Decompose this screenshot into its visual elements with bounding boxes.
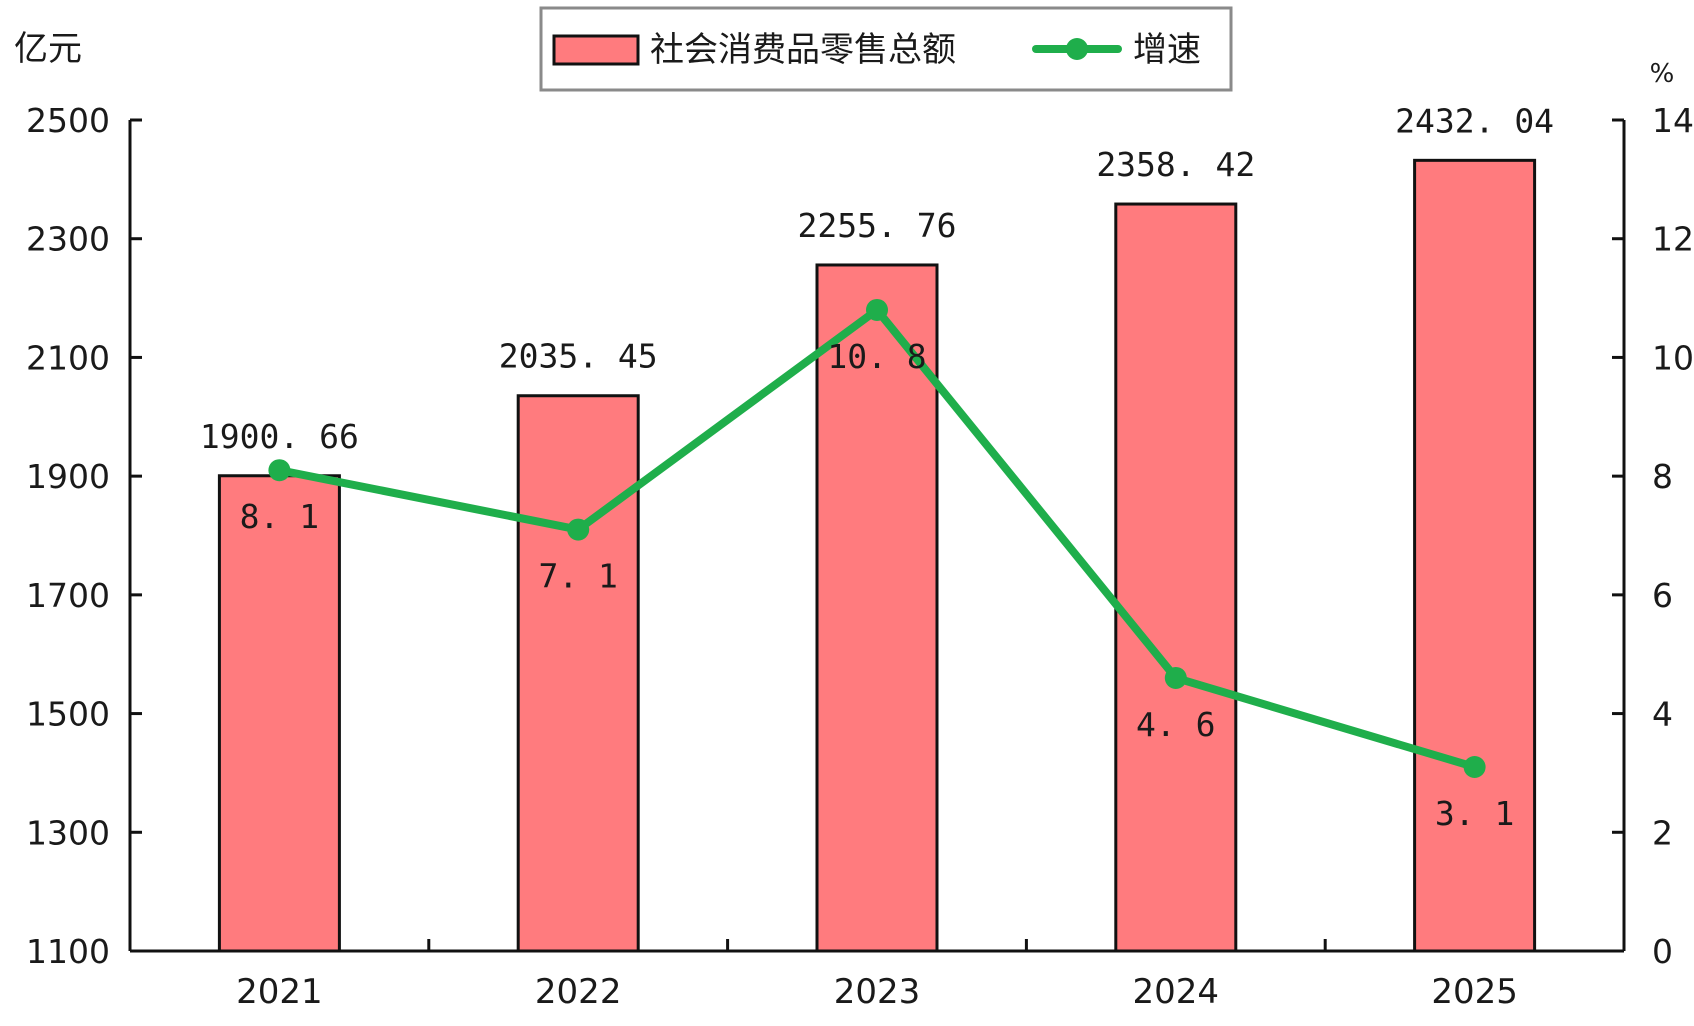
bar-data-label: 2255. 76 xyxy=(798,206,957,245)
line-data-label: 10. 8 xyxy=(827,337,926,376)
labels-layer: 1900. 66 2035. 45 2255. 76 2358. 42 2432. 04… xyxy=(200,101,1554,833)
legend-bar-label: 社会消费品零售总额 xyxy=(650,30,956,70)
bar-2025 xyxy=(1413,158,1537,953)
left-tick-label: 1100 xyxy=(26,932,110,971)
bar-data-label: 2358. 42 xyxy=(1096,145,1255,184)
right-tick-label: 8 xyxy=(1652,457,1673,496)
x-tick-label: 2021 xyxy=(236,972,323,1012)
legend: 社会消费品零售总额 增速 xyxy=(539,6,1233,92)
x-tick-label: 2024 xyxy=(1133,972,1220,1012)
left-tick-label: 1900 xyxy=(26,457,110,496)
left-tick-label: 2100 xyxy=(26,338,110,377)
x-tick-label: 2025 xyxy=(1431,972,1518,1012)
legend-line-label: 增速 xyxy=(1133,30,1201,70)
bar-2021 xyxy=(217,474,341,953)
bar-data-label: 2432. 04 xyxy=(1395,101,1554,140)
line-data-label: 7. 1 xyxy=(538,557,617,596)
growth-rate-point-2021 xyxy=(268,459,291,482)
left-tick-label: 2500 xyxy=(26,101,110,140)
legend-line-marker xyxy=(1066,38,1088,60)
left-tick-label: 1300 xyxy=(26,813,110,852)
legend-bar-swatch xyxy=(552,34,640,66)
right-tick-label: 4 xyxy=(1652,695,1673,734)
left-tick-label: 2300 xyxy=(26,220,110,259)
right-axis-unit: % xyxy=(1650,59,1675,89)
axes-layer: 1100 1300 1500 1700 1900 2100 2300 2500 0 2 4 6 8 10 1… xyxy=(26,101,1694,1012)
bars-layer xyxy=(217,158,1537,953)
right-tick-label: 2 xyxy=(1652,813,1673,852)
right-tick-label: 6 xyxy=(1652,576,1673,615)
x-tick-label: 2022 xyxy=(535,972,622,1012)
growth-rate-point-2023 xyxy=(866,298,888,321)
line-data-label: 8. 1 xyxy=(240,497,319,536)
bar-data-label: 2035. 45 xyxy=(499,337,658,376)
bar-2022 xyxy=(516,394,640,953)
left-axis-unit: 亿元 xyxy=(14,29,82,69)
left-tick-label: 1500 xyxy=(26,695,110,734)
growth-rate-point-2025 xyxy=(1463,755,1486,778)
x-tick-label: 2023 xyxy=(834,972,921,1012)
growth-rate-point-2022 xyxy=(567,518,590,541)
right-tick-label: 10 xyxy=(1652,338,1694,377)
right-tick-label: 12 xyxy=(1652,220,1694,259)
bar-data-label: 1900. 66 xyxy=(200,417,359,456)
right-tick-label: 14 xyxy=(1652,101,1694,140)
line-data-label: 4. 6 xyxy=(1136,705,1215,744)
bar-2024 xyxy=(1114,202,1238,953)
line-data-label: 3. 1 xyxy=(1435,794,1514,833)
right-tick-label: 0 xyxy=(1652,932,1673,971)
left-tick-label: 1700 xyxy=(26,576,110,615)
growth-rate-point-2024 xyxy=(1164,666,1187,689)
bar-2023 xyxy=(815,263,939,953)
line-layer xyxy=(268,298,1486,778)
